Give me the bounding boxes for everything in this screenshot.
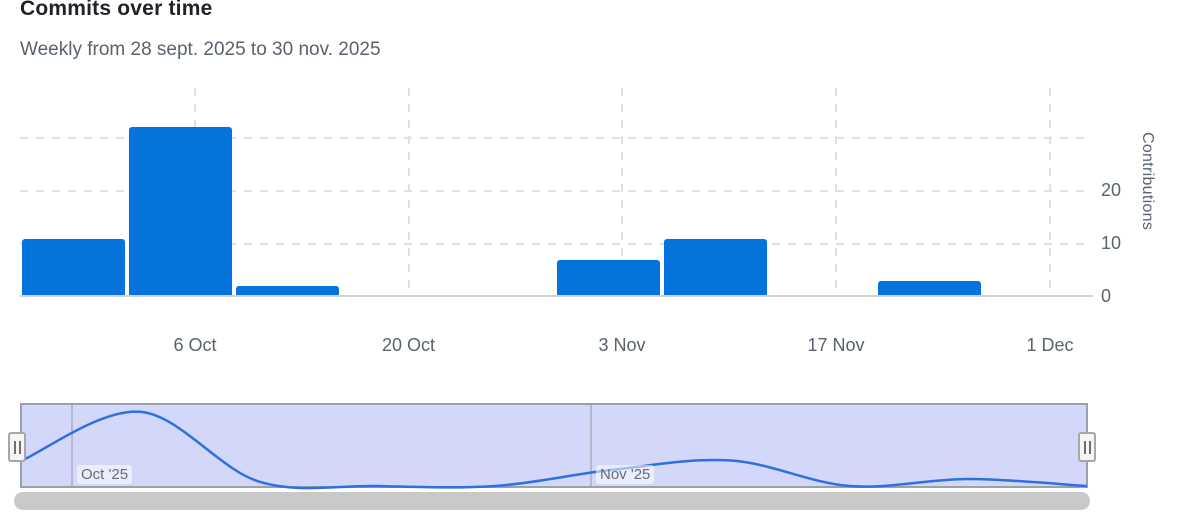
gridline-x-1 — [407, 88, 410, 297]
brush-label-oct: Oct '25 — [77, 465, 133, 484]
drag-grip-icon — [1083, 440, 1086, 454]
bar-5-oct[interactable] — [129, 127, 232, 297]
brush-gridline-oct — [71, 405, 73, 486]
gridline-x-4 — [1049, 88, 1051, 297]
x-axis-line — [20, 295, 1093, 297]
page-subtitle: Weekly from 28 sept. 2025 to 30 nov. 202… — [20, 39, 381, 60]
x-axis-label-1: 20 Oct — [381, 335, 436, 355]
bar-12-oct[interactable] — [236, 286, 339, 297]
y-axis-label-0: 0 — [1101, 286, 1112, 307]
gridline-x-3 — [835, 88, 837, 297]
gridline-y-20 — [20, 190, 1090, 192]
commits-bar-chart — [20, 88, 1090, 297]
x-axis-label-2: 3 Nov — [598, 335, 646, 355]
y-axis-label-10: 10 — [1101, 233, 1122, 254]
brush-gridline-nov — [590, 405, 592, 486]
drag-grip-icon — [13, 440, 16, 454]
drag-grip-icon — [18, 440, 21, 454]
gridline-y-10 — [20, 243, 1090, 245]
x-axis-label-3: 17 Nov — [807, 335, 865, 355]
drag-grip-icon — [1088, 440, 1091, 454]
bar-28-sep[interactable] — [22, 238, 125, 297]
brush-activity-sparkline — [20, 410, 1088, 490]
page-title: Commits over time — [20, 0, 213, 20]
bar-9-nov[interactable] — [664, 238, 767, 297]
bar-2-nov[interactable] — [557, 259, 660, 297]
brush-handle-left[interactable] — [8, 432, 26, 462]
bar-23-nov[interactable] — [878, 281, 981, 297]
y-axis-label-20: 20 — [1101, 180, 1122, 201]
horizontal-scrollbar-thumb[interactable] — [14, 492, 1090, 510]
y-axis-title: Contributions — [1139, 132, 1156, 231]
date-range-brush[interactable]: Oct '25 Nov '25 — [20, 403, 1088, 490]
gridline-x-2 — [621, 88, 623, 297]
gridline-y-30 — [20, 137, 1090, 139]
brush-handle-right[interactable] — [1078, 432, 1096, 462]
x-axis-label-4: 1 Dec — [1026, 335, 1074, 355]
x-axis-label-0: 6 Oct — [173, 335, 217, 355]
brush-label-nov: Nov '25 — [596, 465, 655, 484]
